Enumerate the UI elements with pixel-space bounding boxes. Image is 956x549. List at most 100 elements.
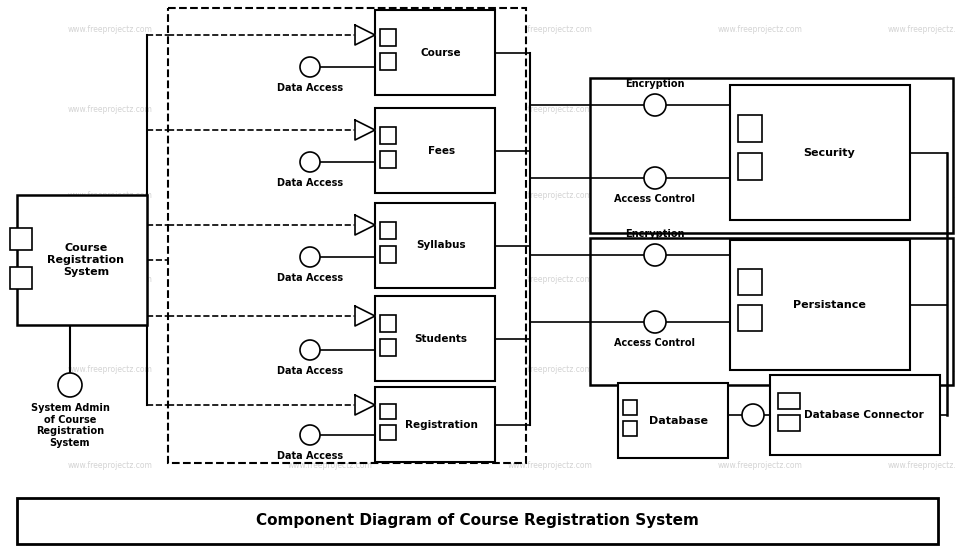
Bar (380, 315, 396, 332)
Text: www.freeprojectz.com: www.freeprojectz.com (68, 461, 152, 469)
Text: www.freeprojectz.com: www.freeprojectz.com (68, 25, 152, 35)
Bar (730, 240, 910, 370)
Text: www.freeprojectz.com: www.freeprojectz.com (508, 25, 593, 35)
Text: www.freeprojectz.com: www.freeprojectz.com (68, 191, 152, 199)
Circle shape (644, 94, 666, 116)
Text: www.freeprojectz.com: www.freeprojectz.com (288, 25, 373, 35)
Text: www.freeprojectz.com: www.freeprojectz.com (68, 105, 152, 115)
Text: Students: Students (415, 333, 467, 344)
Bar (380, 53, 396, 70)
Bar (380, 150, 396, 167)
Text: Security: Security (803, 148, 856, 158)
Bar (375, 108, 495, 193)
Bar (11, 266, 33, 289)
Bar (375, 10, 495, 95)
Bar (11, 227, 33, 249)
Bar (380, 424, 396, 440)
Text: www.freeprojectz.com: www.freeprojectz.com (508, 461, 593, 469)
Circle shape (300, 57, 320, 77)
Text: www.freeprojectz.com: www.freeprojectz.com (288, 366, 373, 374)
Polygon shape (355, 25, 375, 45)
Polygon shape (355, 120, 375, 140)
Circle shape (742, 404, 764, 426)
Text: Data Access: Data Access (277, 366, 343, 376)
Text: Course
Registration
System: Course Registration System (48, 243, 124, 277)
Polygon shape (355, 215, 375, 235)
Bar (380, 222, 396, 239)
Text: www.freeprojectz.com: www.freeprojectz.com (508, 276, 593, 284)
Bar (770, 375, 940, 455)
Text: www.freeprojectz.com: www.freeprojectz.com (887, 25, 956, 35)
Circle shape (644, 311, 666, 333)
Bar (375, 203, 495, 288)
Bar (380, 404, 396, 418)
Bar (380, 127, 396, 144)
Text: Fees: Fees (427, 145, 455, 155)
Bar (17, 498, 938, 544)
Text: Encryption: Encryption (625, 229, 684, 239)
Text: System Admin
of Course
Registration
System: System Admin of Course Registration Syst… (31, 403, 109, 448)
Circle shape (300, 425, 320, 445)
Text: Course: Course (421, 48, 462, 58)
Text: Access Control: Access Control (615, 194, 696, 204)
Bar (778, 415, 800, 431)
Text: www.freeprojectz.com: www.freeprojectz.com (718, 191, 802, 199)
Text: Data Access: Data Access (277, 451, 343, 461)
Bar (380, 245, 396, 262)
Bar (380, 339, 396, 356)
Text: Data Access: Data Access (277, 178, 343, 188)
Bar (17, 195, 147, 325)
Bar (375, 387, 495, 462)
Bar (623, 421, 638, 435)
Bar (738, 115, 762, 142)
Polygon shape (355, 395, 375, 415)
Bar (380, 29, 396, 46)
Text: Persistance: Persistance (793, 300, 866, 310)
Bar (738, 153, 762, 180)
Text: Access Control: Access Control (615, 338, 696, 348)
Text: www.freeprojectz.com: www.freeprojectz.com (718, 25, 802, 35)
Bar (778, 393, 800, 408)
Text: www.freeprojectz.com: www.freeprojectz.com (288, 105, 373, 115)
Text: www.freeprojectz.com: www.freeprojectz.com (288, 191, 373, 199)
Text: www.freeprojectz.com: www.freeprojectz.com (718, 105, 802, 115)
Text: www.freeprojectz.com: www.freeprojectz.com (887, 461, 956, 469)
Text: www.freeprojectz.com: www.freeprojectz.com (68, 366, 152, 374)
Circle shape (300, 247, 320, 267)
Text: www.freeprojectz.com: www.freeprojectz.com (508, 105, 593, 115)
Text: Syllabus: Syllabus (417, 240, 467, 250)
Circle shape (644, 244, 666, 266)
Bar (623, 400, 638, 414)
Text: Data Access: Data Access (277, 273, 343, 283)
Text: www.freeprojectz.com: www.freeprojectz.com (718, 276, 802, 284)
Circle shape (300, 152, 320, 172)
Text: www.freeprojectz.com: www.freeprojectz.com (887, 366, 956, 374)
Bar (375, 296, 495, 381)
Bar (618, 383, 728, 458)
Text: Encryption: Encryption (625, 79, 684, 89)
Circle shape (300, 340, 320, 360)
Circle shape (644, 167, 666, 189)
Text: www.freeprojectz.com: www.freeprojectz.com (508, 191, 593, 199)
Text: www.freeprojectz.com: www.freeprojectz.com (68, 276, 152, 284)
Text: www.freeprojectz.com: www.freeprojectz.com (288, 276, 373, 284)
Text: www.freeprojectz.com: www.freeprojectz.com (718, 366, 802, 374)
Polygon shape (355, 306, 375, 326)
Bar (738, 268, 762, 295)
Text: Data Access: Data Access (277, 83, 343, 93)
Text: www.freeprojectz.com: www.freeprojectz.com (887, 191, 956, 199)
Text: Database: Database (649, 416, 708, 425)
Text: Database Connector: Database Connector (804, 410, 923, 420)
Text: Registration: Registration (404, 419, 478, 429)
Text: www.freeprojectz.com: www.freeprojectz.com (887, 276, 956, 284)
Text: www.freeprojectz.com: www.freeprojectz.com (887, 105, 956, 115)
Text: www.freeprojectz.com: www.freeprojectz.com (508, 366, 593, 374)
Text: www.freeprojectz.com: www.freeprojectz.com (288, 461, 373, 469)
Bar (590, 78, 953, 233)
Bar (168, 8, 526, 463)
Text: Component Diagram of Course Registration System: Component Diagram of Course Registration… (256, 513, 699, 529)
Text: www.freeprojectz.com: www.freeprojectz.com (718, 461, 802, 469)
Bar (738, 305, 762, 331)
Bar (590, 238, 953, 385)
Circle shape (58, 373, 82, 397)
